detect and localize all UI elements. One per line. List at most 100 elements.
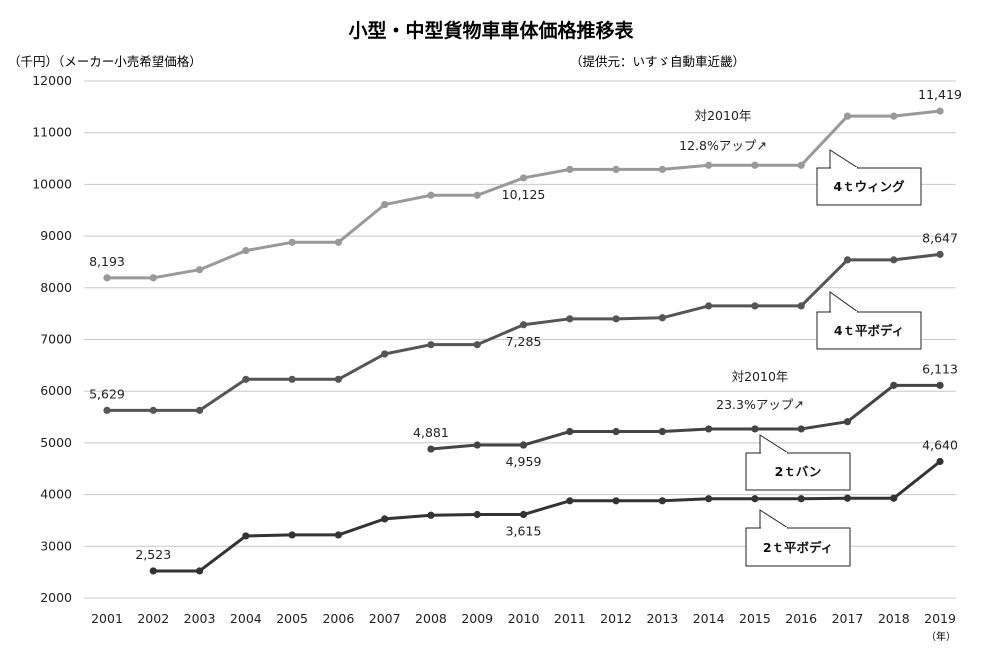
x-tick-label: 2016 [785,611,817,626]
data-point [612,427,620,436]
data-point [566,497,574,505]
x-tick-label: 2009 [461,611,493,626]
data-point [658,427,666,436]
y-axis-ticks: 2000 3000 4000 5000 6000 7000 8000 9000 10000 110… [32,73,72,605]
series-group [103,107,944,575]
data-point [242,375,250,383]
callout-box [745,527,851,567]
data-point [890,256,898,264]
callout-2t-van: 2ｔバン [745,434,851,491]
data-point [936,107,944,115]
y-axis-unit-label: （千円）（メーカー小売希望価格） [8,54,202,69]
data-point [705,161,713,169]
series-line [153,460,941,573]
callout-4t-wing: 4ｔウィング [816,149,922,206]
data-label: 7,285 [506,334,542,349]
data-point [473,191,481,199]
data-point [334,238,342,246]
data-point [288,531,296,539]
data-point [705,425,713,433]
data-point [149,406,157,414]
callout-pointer [829,149,860,169]
y-tick-label: 6000 [40,383,72,398]
annotation-line1: 対2010年 [695,108,752,123]
data-point [195,567,204,575]
data-label: 10,125 [502,187,546,202]
series-2 [427,381,944,453]
y-tick-label: 4000 [40,487,72,502]
data-point [149,567,157,575]
data-point [751,302,759,310]
data-label: 8,647 [922,230,958,245]
series-line [430,383,941,451]
data-point [658,165,666,174]
data-point [473,510,481,519]
data-point [843,112,852,120]
x-axis-ticks: 2001 2002 2003 2004 2005 2006 2007 2008 2009 2010… [91,611,956,626]
gridlines [84,80,956,599]
chart-title: 小型・中型貨物車車体価格推移表 [348,19,634,42]
callout-pointer [829,291,860,313]
y-tick-label: 2000 [40,590,72,605]
data-point [149,274,157,282]
data-point [751,425,759,433]
data-point [936,381,944,389]
x-tick-label: 2013 [646,611,678,626]
x-tick-label: 2015 [739,611,771,626]
x-tick-label: 2010 [508,611,540,626]
data-point [890,381,898,389]
series-3 [149,457,944,575]
data-point [288,375,296,383]
callout-label: 2ｔ平ボディ [763,540,833,555]
callout-pointer [759,509,790,529]
data-point [381,515,389,523]
y-tick-label: 5000 [40,435,72,450]
callout-pointer [759,434,790,454]
x-tick-label: 2018 [878,611,910,626]
data-point [334,375,342,383]
data-point [843,418,852,426]
data-point [427,341,435,349]
data-label: 11,419 [918,87,962,102]
data-label: 4,881 [413,425,449,440]
data-point [751,495,759,503]
data-point [427,511,435,519]
x-tick-label: 2001 [91,611,123,626]
y-tick-label: 8000 [40,280,72,295]
data-point [612,497,620,505]
data-point [334,531,342,539]
data-point [195,266,204,274]
data-point [797,495,805,503]
data-point [519,441,528,449]
data-source-note: （提供元：いすゞ自動車近畿） [570,54,745,69]
y-tick-label: 9000 [40,228,72,243]
callout-label: 4ｔ平ボディ [834,323,904,338]
data-point [658,314,666,322]
data-point [797,425,805,433]
x-tick-label: 2019 [924,611,956,626]
data-point [427,191,435,199]
callout-box [745,452,851,491]
data-point [242,532,250,540]
data-point [427,445,435,453]
x-tick-label: 2011 [554,611,586,626]
data-point [519,510,528,519]
data-labels: 8,193 10,125 11,419 5,629 7,285 8,647 4,881 4,9… [89,87,962,562]
x-tick-label: 2002 [137,611,169,626]
data-point [566,165,574,174]
data-label: 3,615 [506,524,542,539]
x-tick-label: 2008 [415,611,447,626]
x-tick-label: 2005 [276,611,308,626]
x-tick-label: 2007 [369,611,401,626]
x-tick-label: 2014 [693,611,725,626]
data-point [705,302,713,310]
series-0 [103,107,944,282]
data-point [797,302,805,310]
data-label: 6,113 [922,361,958,376]
annotation-line2: 23.3%アップ↗ [716,397,804,412]
data-label: 4,959 [506,454,542,469]
data-label: 4,640 [922,438,958,453]
data-point [936,457,944,466]
data-point [381,350,389,358]
x-tick-label: 2012 [600,611,632,626]
